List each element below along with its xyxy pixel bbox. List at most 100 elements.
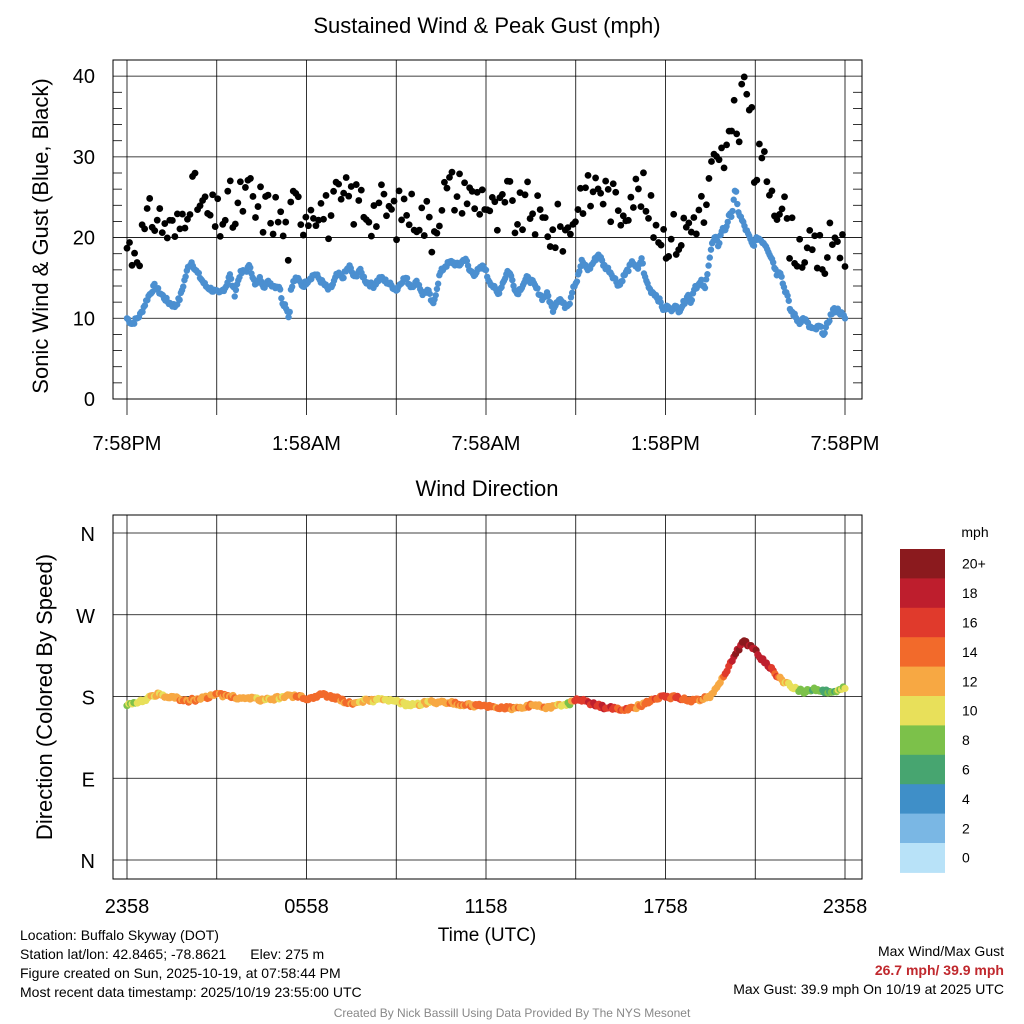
gust-point <box>564 224 572 232</box>
sustained-point <box>573 278 581 285</box>
gust-point <box>216 232 224 240</box>
gust-point <box>408 190 416 198</box>
wind-speed-ytick-label: 30 <box>73 147 95 169</box>
max-info: Max Wind/Max Gust 26.7 mph/ 39.9 mph Max… <box>733 942 1004 999</box>
gust-point <box>632 175 640 183</box>
gust-point <box>257 183 264 191</box>
gust-point <box>715 156 723 164</box>
sustained-point <box>182 273 189 280</box>
colorbar-label: 18 <box>962 585 978 601</box>
gust-point <box>614 207 622 215</box>
sustained-point <box>701 284 709 292</box>
gust-point <box>566 230 574 238</box>
gust-point <box>378 181 385 189</box>
wind-speed-xtick-label: 7:58AM <box>452 433 521 455</box>
gust-point <box>191 169 199 177</box>
gust-point <box>733 130 741 138</box>
gust-point <box>398 216 406 224</box>
gust-point <box>763 178 771 186</box>
wind-speed-ytick-label: 20 <box>73 228 95 250</box>
colorbar-swatch <box>900 696 945 726</box>
gust-point <box>670 210 678 218</box>
sustained-point <box>750 242 758 249</box>
colorbar-label: 2 <box>962 820 970 836</box>
gust-point <box>383 212 390 220</box>
colorbar-swatch <box>900 666 945 697</box>
gust-point <box>435 222 443 230</box>
sustained-point <box>432 292 439 299</box>
gust-point <box>236 178 244 186</box>
gust-point <box>446 173 453 181</box>
wind-direction-ytick-label: W <box>76 606 95 628</box>
gust-point <box>239 207 247 215</box>
gust-point <box>423 197 431 205</box>
gust-point <box>375 199 383 207</box>
sustained-point <box>770 259 777 266</box>
gust-point <box>320 215 327 223</box>
gust-point <box>370 202 378 209</box>
colorbar-title: mph <box>961 524 988 540</box>
wind-speed-xtick-label: 1:58PM <box>631 433 700 455</box>
gust-point <box>486 207 494 215</box>
gust-point <box>395 187 403 195</box>
gust-point <box>252 214 259 221</box>
sustained-point <box>288 283 296 290</box>
gust-point <box>718 144 725 152</box>
sustained-point <box>706 254 713 261</box>
gust-point <box>211 223 219 230</box>
wind-speed-ytick-label: 40 <box>73 66 95 88</box>
gust-point <box>297 221 305 229</box>
gust-point <box>629 204 637 211</box>
gust-point <box>158 229 166 237</box>
gust-point <box>637 203 645 211</box>
created-text: Figure created on Sun, 2025-10-19, at 07… <box>20 965 341 981</box>
gust-point <box>373 223 380 230</box>
gust-point <box>141 225 149 233</box>
gust-point <box>272 193 280 201</box>
colorbar-label: 12 <box>962 673 978 689</box>
gust-point <box>299 231 307 239</box>
gust-point <box>476 210 484 218</box>
gust-point <box>609 180 617 188</box>
gust-point <box>665 253 673 260</box>
gust-point <box>405 221 413 229</box>
gust-point <box>247 175 254 182</box>
wind-speed-ytick-label: 0 <box>84 389 95 411</box>
sustained-point <box>730 196 737 203</box>
gust-point <box>758 154 766 162</box>
gust-point <box>461 179 468 187</box>
gust-point <box>582 184 589 192</box>
gust-point <box>786 254 793 262</box>
colorbar-label: 0 <box>962 850 970 866</box>
credit-line: Created By Nick Bassill Using Data Provi… <box>333 1006 691 1020</box>
sustained-point <box>403 274 411 282</box>
gust-point <box>279 232 287 240</box>
wind-speed-ylabel: Sonic Wind & Gust (Blue, Black) <box>28 78 53 393</box>
gust-point <box>816 231 824 239</box>
sustained-point <box>638 255 645 262</box>
gust-point <box>438 206 446 214</box>
gust-point <box>156 205 164 212</box>
gust-point <box>131 249 138 257</box>
gust-point <box>501 198 509 206</box>
gust-point <box>748 103 756 111</box>
gust-point <box>743 90 751 98</box>
wind-direction-xtick-label: 1758 <box>643 896 688 918</box>
sustained-point <box>702 276 710 283</box>
gust-point <box>597 189 605 197</box>
gust-point <box>534 192 542 200</box>
gust-point <box>340 189 348 197</box>
gust-point <box>274 218 282 226</box>
gust-point <box>692 230 700 238</box>
gust-point <box>209 191 217 199</box>
sustained-point <box>232 286 240 294</box>
colorbar-label: 14 <box>962 644 978 660</box>
gust-point <box>647 192 655 199</box>
gust-point <box>380 190 388 198</box>
gust-point <box>536 206 544 213</box>
wind-direction-ytick-label: N <box>81 524 95 546</box>
wind-direction-ytick-label: S <box>82 688 95 710</box>
sustained-point <box>778 273 785 280</box>
gust-point <box>315 216 322 224</box>
